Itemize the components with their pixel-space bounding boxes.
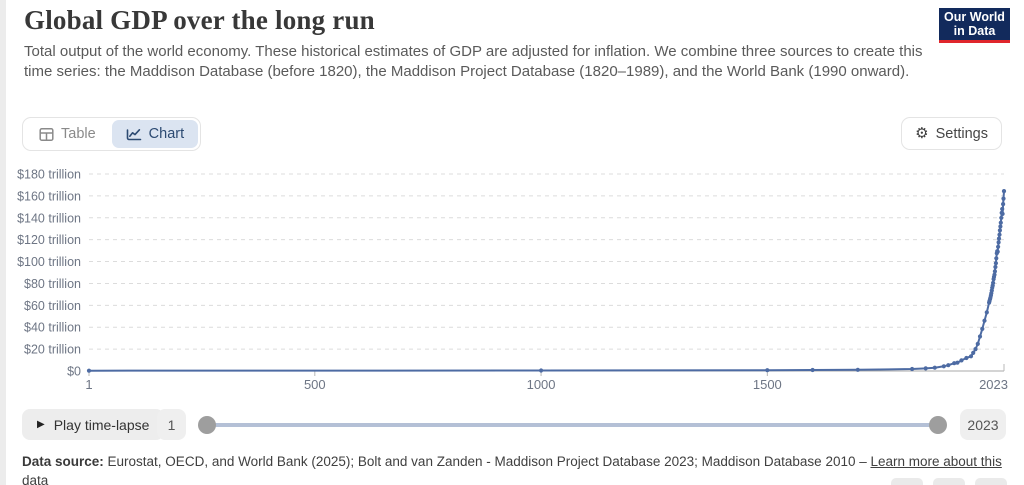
svg-text:1500: 1500	[753, 377, 782, 392]
data-source-text: Eurostat, OECD, and World Bank (2025); B…	[103, 454, 871, 469]
play-timelapse-button[interactable]: ▶ Play time-lapse	[22, 409, 165, 440]
timeline-end-year[interactable]: 2023	[960, 409, 1006, 440]
chart-subtitle: Total output of the world economy. These…	[24, 43, 923, 81]
svg-text:$20 trillion: $20 trillion	[24, 343, 81, 357]
data-source-label: Data source:	[22, 454, 104, 469]
svg-text:$40 trillion: $40 trillion	[24, 321, 81, 335]
svg-text:$0: $0	[67, 365, 81, 379]
tab-chart-label: Chart	[148, 126, 185, 142]
svg-text:$140 trillion: $140 trillion	[17, 211, 81, 225]
svg-text:$120 trillion: $120 trillion	[17, 233, 81, 247]
svg-text:$180 trillion: $180 trillion	[17, 168, 81, 182]
gdp-line-chart[interactable]: $180 trillion $160 trillion $140 trillion $…	[0, 160, 1024, 405]
view-tab-group: Table Chart	[22, 117, 202, 151]
svg-text:$80 trillion: $80 trillion	[24, 277, 81, 291]
play-timelapse-label: Play time-lapse	[53, 416, 150, 433]
svg-text:2023: 2023	[979, 377, 1008, 392]
action-pill-1[interactable]	[891, 478, 923, 485]
page-title: Global GDP over the long run	[24, 5, 375, 35]
left-edge-strip	[0, 0, 6, 485]
timeline-slider-track[interactable]	[199, 423, 945, 427]
svg-text:1: 1	[85, 377, 92, 392]
timeline-handle-start[interactable]	[198, 416, 216, 434]
action-pill-3[interactable]	[975, 478, 1007, 485]
owid-logo[interactable]: Our World in Data	[939, 8, 1010, 43]
learn-more-link[interactable]: Learn more about this data	[22, 454, 1002, 485]
settings-button[interactable]: ⚙ Settings	[901, 117, 1002, 150]
tab-table[interactable]: Table	[25, 120, 110, 148]
svg-text:$160 trillion: $160 trillion	[17, 189, 81, 203]
data-source-line: Data source: Eurostat, OECD, and World B…	[22, 453, 1014, 485]
timeline-handle-end[interactable]	[929, 416, 947, 434]
owid-logo-line2: in Data	[953, 24, 996, 38]
svg-text:$100 trillion: $100 trillion	[17, 255, 81, 269]
table-icon	[39, 127, 54, 142]
owid-logo-line1: Our World	[944, 9, 1005, 24]
svg-text:$60 trillion: $60 trillion	[24, 299, 81, 313]
chart-footer: Data source: Eurostat, OECD, and World B…	[22, 453, 1014, 485]
gear-icon: ⚙	[915, 125, 929, 142]
svg-text:500: 500	[304, 377, 326, 392]
tab-table-label: Table	[61, 126, 96, 142]
timeline-start-year[interactable]: 1	[157, 409, 186, 440]
action-pill-2[interactable]	[933, 478, 965, 485]
svg-text:1000: 1000	[527, 377, 556, 392]
line-chart-icon	[126, 127, 142, 142]
settings-label: Settings	[935, 125, 988, 142]
play-icon: ▶	[37, 419, 45, 430]
tab-chart[interactable]: Chart	[111, 120, 199, 148]
